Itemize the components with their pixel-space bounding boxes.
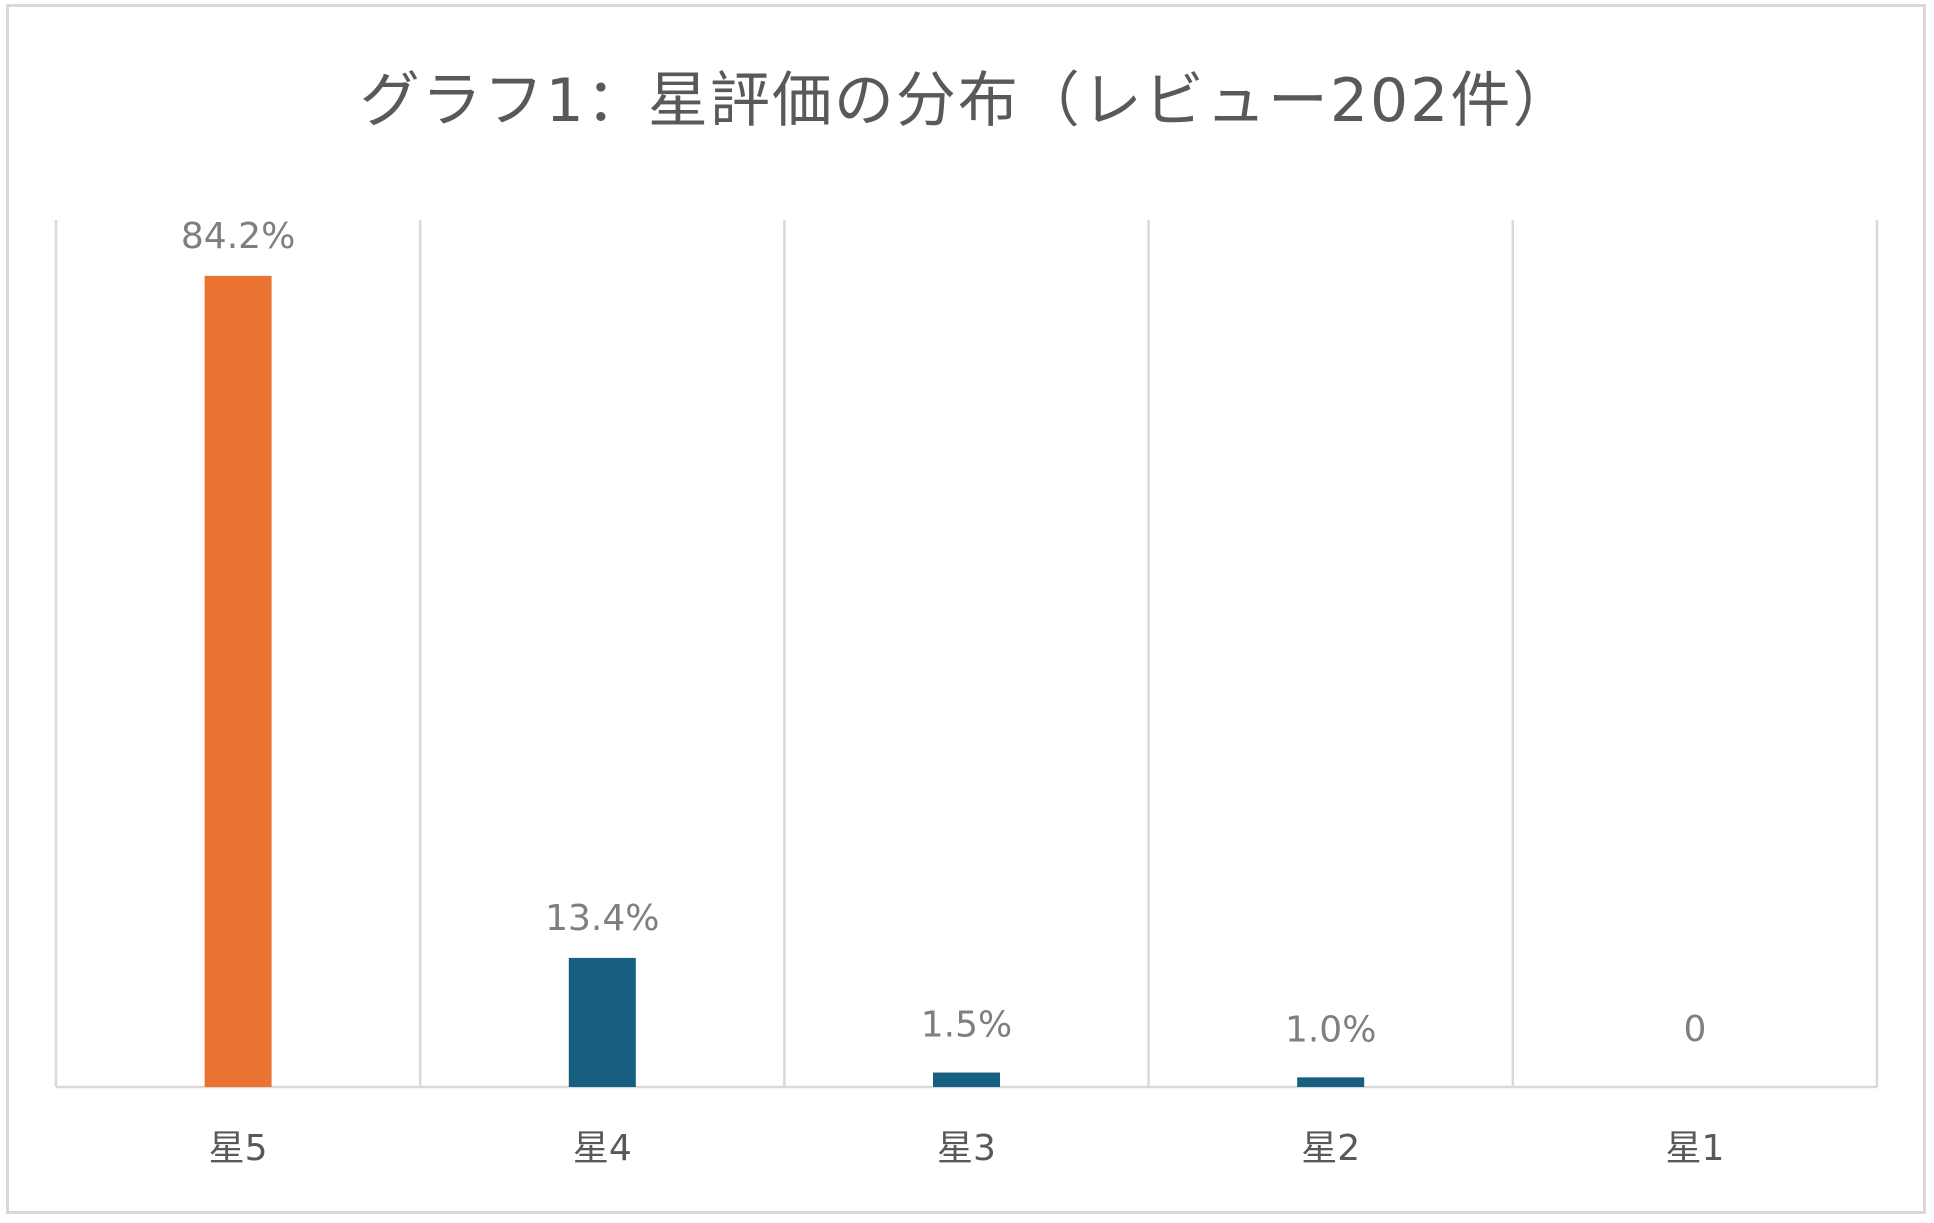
- x-tick-label: 星1: [1665, 1128, 1724, 1169]
- bar: [568, 957, 636, 1087]
- data-label: 0: [1683, 1009, 1706, 1050]
- bar: [1297, 1077, 1365, 1087]
- chart-frame: [6, 4, 1926, 1214]
- data-label: 13.4%: [545, 898, 659, 939]
- x-tick-label: 星4: [573, 1128, 632, 1169]
- chart-title: グラフ1：星評価の分布（レビュー202件）: [359, 66, 1575, 136]
- data-label: 84.2%: [181, 216, 295, 257]
- x-tick-label: 星5: [209, 1128, 268, 1169]
- x-tick-label: 星2: [1301, 1128, 1360, 1169]
- data-label: 1.5%: [921, 1005, 1012, 1046]
- bar: [204, 275, 272, 1088]
- data-label: 1.0%: [1285, 1009, 1376, 1050]
- bar: [933, 1072, 1000, 1087]
- x-tick-label: 星3: [937, 1128, 996, 1169]
